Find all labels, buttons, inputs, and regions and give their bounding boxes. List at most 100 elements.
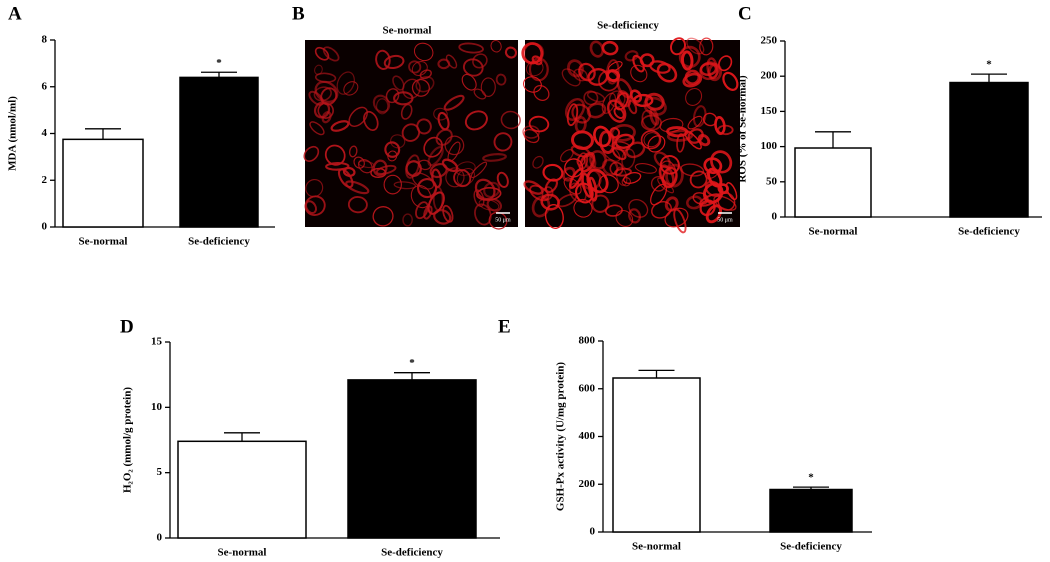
cell xyxy=(566,59,584,78)
annotation: * xyxy=(986,59,992,71)
cell xyxy=(435,128,453,146)
cell xyxy=(706,57,719,80)
y-tick-label: 200 xyxy=(579,478,596,490)
annotation: * xyxy=(216,57,222,69)
cell xyxy=(500,110,521,130)
bar xyxy=(179,76,259,228)
cell xyxy=(643,96,667,116)
cell xyxy=(493,132,513,152)
cell xyxy=(443,94,465,111)
cell xyxy=(383,54,405,70)
cell xyxy=(533,84,550,101)
x-tick-label: Se-normal xyxy=(809,226,858,238)
cell xyxy=(544,204,564,229)
cell xyxy=(390,134,406,149)
cell xyxy=(722,71,739,92)
y-axis-label: H₂O₂ (mmol/g protein) xyxy=(122,387,134,493)
y-tick-label: 600 xyxy=(579,382,596,394)
cell xyxy=(561,68,581,87)
bar xyxy=(769,488,853,533)
cell xyxy=(472,53,488,69)
cell xyxy=(321,111,332,124)
cell xyxy=(445,167,465,188)
cell xyxy=(347,196,368,214)
cell xyxy=(383,174,402,195)
cell xyxy=(725,182,738,201)
cell xyxy=(304,195,326,217)
cell xyxy=(628,198,649,218)
cell xyxy=(705,204,723,224)
cell xyxy=(680,50,694,71)
y-tick-label: 0 xyxy=(42,221,48,233)
annotation: * xyxy=(409,357,415,369)
image-title: Se-normal xyxy=(383,25,432,37)
cell xyxy=(330,120,350,132)
cell xyxy=(689,170,708,189)
cell xyxy=(419,69,432,80)
cell xyxy=(647,135,666,153)
cell xyxy=(684,130,702,150)
y-tick-label: 50 xyxy=(766,175,778,187)
cell xyxy=(384,141,401,158)
bar xyxy=(177,440,307,539)
cell xyxy=(717,183,729,194)
cell xyxy=(587,68,609,86)
y-axis-label: GSH-Px activity (U/mg protein) xyxy=(555,362,567,512)
panel-letter: D xyxy=(120,316,134,337)
cell xyxy=(664,207,689,228)
y-tick-label: 2 xyxy=(42,174,48,186)
cell xyxy=(685,87,703,106)
cell xyxy=(408,60,422,74)
x-tick-label: Se-normal xyxy=(632,541,681,553)
cell xyxy=(650,183,668,206)
cell xyxy=(703,157,723,175)
cell xyxy=(496,171,509,188)
y-tick-label: 15 xyxy=(151,336,163,348)
cell xyxy=(305,200,318,214)
cell xyxy=(343,81,359,96)
cell xyxy=(651,201,672,219)
cell xyxy=(649,108,660,126)
cell xyxy=(402,213,413,227)
cell xyxy=(305,178,324,198)
cell xyxy=(659,154,680,175)
cell xyxy=(413,42,434,62)
bar xyxy=(612,377,701,533)
cell xyxy=(649,60,671,74)
cell xyxy=(458,42,484,54)
cell xyxy=(713,195,737,211)
cell xyxy=(456,168,475,186)
cell xyxy=(650,176,667,192)
cell xyxy=(415,201,429,220)
cell xyxy=(707,62,723,82)
cell xyxy=(385,88,400,104)
cell xyxy=(564,97,586,121)
cell xyxy=(643,132,660,148)
image-title: Se-deficiency xyxy=(597,20,659,32)
y-tick-label: 5 xyxy=(157,466,163,478)
cell xyxy=(474,178,496,201)
cell xyxy=(348,106,368,128)
cell xyxy=(303,145,320,162)
cell xyxy=(621,177,632,187)
cell xyxy=(653,151,671,169)
cell xyxy=(523,76,542,93)
cell xyxy=(528,115,550,133)
cell xyxy=(495,73,507,86)
bar xyxy=(949,81,1029,218)
cell xyxy=(423,136,443,158)
scale-label: 50 μm xyxy=(495,217,511,223)
cell xyxy=(589,150,607,170)
cell xyxy=(410,185,432,209)
cell xyxy=(522,125,540,139)
cell xyxy=(473,88,487,100)
cell xyxy=(486,198,503,212)
cell xyxy=(614,92,629,111)
cell xyxy=(504,46,518,59)
cell xyxy=(532,155,544,169)
cell xyxy=(657,177,675,194)
cell xyxy=(416,118,432,135)
cell xyxy=(445,54,458,69)
cell xyxy=(314,46,330,61)
cell xyxy=(610,123,636,142)
